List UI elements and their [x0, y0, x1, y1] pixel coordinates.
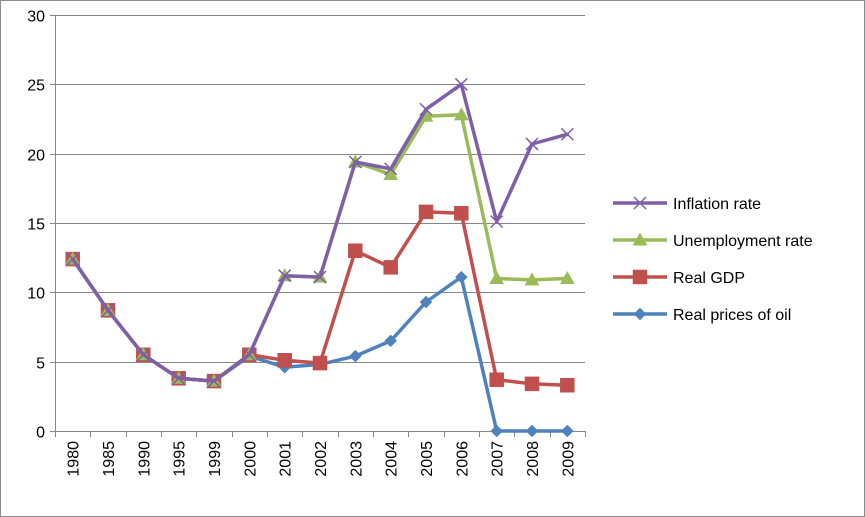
data-point-inflation-rate — [419, 102, 433, 116]
x-tick-label: 2005 — [419, 441, 436, 477]
data-point-real-gdp — [489, 372, 504, 387]
data-point-real-prices-of-oil — [560, 424, 574, 438]
data-point-inflation-rate — [313, 270, 327, 284]
data-point-real-prices-of-oil — [490, 424, 504, 438]
data-point-real-gdp — [348, 243, 363, 258]
legend-item-real-prices-of-oil: Real prices of oil — [613, 307, 791, 324]
legend-marker — [632, 269, 648, 285]
x-tick-label: 2001 — [278, 441, 295, 477]
data-point-inflation-rate — [207, 374, 221, 388]
legend-item-real-gdp: Real GDP — [613, 269, 745, 287]
x-tick-label: 2007 — [490, 441, 507, 477]
x-tick-label: 2000 — [242, 441, 259, 477]
y-tick-label: 0 — [36, 425, 45, 442]
axes: 0 5 10 15 20 25 30 1980 1985 1990 1995 1999 2000 2001… — [27, 9, 586, 477]
data-point-unemployment-rate — [489, 270, 505, 284]
legend-label: Unemployment rate — [673, 233, 813, 250]
x-tick-label: 1995 — [172, 441, 189, 477]
data-point-inflation-rate — [66, 252, 80, 266]
data-point-real-prices-of-oil — [348, 349, 362, 363]
y-tick-label: 25 — [27, 78, 45, 95]
legend-marker — [633, 196, 647, 210]
data-point-inflation-rate — [242, 348, 256, 362]
data-point-inflation-rate — [101, 303, 115, 317]
x-tick-label: 2003 — [348, 441, 365, 477]
series-real-gdp — [65, 204, 575, 393]
data-point-unemployment-rate — [453, 107, 469, 121]
data-point-inflation-rate — [348, 155, 362, 169]
series-line-inflation-rate — [70, 82, 570, 383]
legend-item-unemployment-rate: Unemployment rate — [613, 232, 813, 250]
x-tick-label: 1999 — [207, 441, 224, 477]
data-point-inflation-rate — [278, 269, 292, 283]
data-point-real-prices-of-oil — [384, 334, 398, 348]
legend: Inflation rate Unemployment rate Real GDP R… — [613, 196, 813, 324]
series-unemployment-rate — [65, 107, 575, 387]
legend-item-inflation-rate: Inflation rate — [613, 196, 761, 213]
legend-marker — [632, 232, 648, 246]
legend-label: Real GDP — [673, 270, 745, 287]
x-tick-label: 1985 — [101, 441, 118, 477]
data-point-real-gdp — [524, 376, 540, 392]
legend-label: Real prices of oil — [673, 307, 791, 324]
data-point-inflation-rate — [454, 77, 468, 91]
data-point-inflation-rate — [136, 348, 150, 362]
data-point-real-prices-of-oil — [454, 270, 468, 284]
data-point-real-prices-of-oil — [525, 424, 539, 438]
x-tick-label: 2004 — [384, 441, 401, 477]
y-tick-label: 10 — [27, 286, 45, 303]
x-tick-label: 2006 — [454, 441, 471, 477]
data-point-unemployment-rate — [383, 166, 399, 180]
gridlines — [55, 15, 585, 363]
x-tick-label: 2009 — [560, 441, 577, 477]
data-point-real-gdp — [454, 206, 469, 221]
data-point-inflation-rate — [490, 215, 504, 229]
x-tick-label: 2002 — [313, 441, 330, 477]
data-point-unemployment-rate — [559, 270, 575, 284]
y-tick-label: 5 — [36, 356, 45, 373]
y-tick-label: 15 — [27, 217, 45, 234]
data-point-real-gdp — [418, 204, 434, 220]
series-group — [65, 77, 575, 438]
x-tick-label: 2008 — [525, 441, 542, 477]
x-tick-label: 1980 — [66, 441, 83, 477]
data-point-real-prices-of-oil — [419, 295, 433, 309]
data-point-real-gdp — [312, 355, 328, 371]
series-line-real-prices-of-oil — [70, 257, 570, 433]
x-tick-label: 1990 — [136, 441, 153, 477]
data-point-unemployment-rate — [524, 272, 540, 286]
data-point-real-gdp — [383, 260, 398, 275]
legend-label: Inflation rate — [673, 196, 761, 213]
data-point-inflation-rate — [172, 371, 186, 385]
series-inflation-rate — [66, 77, 574, 388]
data-point-real-gdp — [277, 353, 292, 368]
data-point-real-gdp — [560, 377, 575, 393]
data-point-inflation-rate — [525, 137, 539, 151]
data-point-inflation-rate — [384, 162, 398, 176]
y-tick-label: 30 — [27, 9, 45, 26]
data-point-inflation-rate — [560, 127, 574, 141]
legend-marker — [633, 307, 647, 321]
y-tick-label: 20 — [27, 148, 45, 165]
